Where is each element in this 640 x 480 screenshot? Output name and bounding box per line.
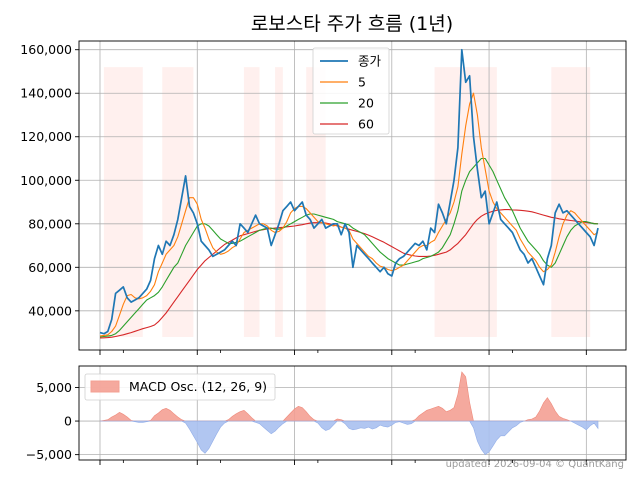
macd-ytick-label-2: 5,000 xyxy=(36,380,72,395)
price-ytick-label-5: 140,000 xyxy=(20,86,72,101)
price-panel-frame xyxy=(78,40,627,351)
price-ytick-label-6: 160,000 xyxy=(20,42,72,57)
price-axis: 40,000 60,000 80,000 100,000 120,000 140,000 1… xyxy=(20,42,587,355)
legend-label-close: 종가 xyxy=(358,54,382,69)
macd-areas xyxy=(99,371,599,456)
price-ytick-label-4: 120,000 xyxy=(20,129,72,144)
macd-area-negative xyxy=(100,420,599,456)
shade-region-2 xyxy=(243,67,260,337)
legend-box xyxy=(312,47,390,135)
macd-legend-swatch xyxy=(90,380,120,393)
macd-ytick-label-1: 0 xyxy=(64,414,72,429)
price-lines xyxy=(99,48,599,339)
macd-axis: −5,000 0 5,000 xyxy=(26,380,587,465)
legend-label-ma60: 60 xyxy=(358,117,374,132)
legend-label-ma20: 20 xyxy=(358,96,374,111)
price-ytick-label-1: 60,000 xyxy=(28,260,72,275)
price-ytick-label-0: 40,000 xyxy=(28,303,72,318)
price-ytick-label-3: 100,000 xyxy=(20,173,72,188)
macd-legend-box xyxy=(84,373,276,401)
macd-legend: MACD Osc. (12, 26, 9) xyxy=(84,373,276,401)
series-line-ma20 xyxy=(99,157,598,338)
shade-region-4 xyxy=(306,67,326,337)
series-line-ma60 xyxy=(99,209,599,339)
footer-credit: updated: 2026-09-04 © QuantKang xyxy=(446,459,624,470)
shade-region-6 xyxy=(551,67,591,337)
price-legend: 종가 5 20 60 xyxy=(312,47,390,135)
chart-title: 로보스타 주가 흐름 (1년) xyxy=(251,13,453,35)
shade-region-5 xyxy=(434,67,497,337)
shade-region-0 xyxy=(103,67,143,337)
series-line-close xyxy=(99,48,599,335)
shaded-regions xyxy=(103,67,591,337)
macd-panel: −5,000 0 5,000 MACD Osc. (12, 26, 9) xyxy=(26,365,627,465)
shade-region-3 xyxy=(275,67,283,337)
legend-label-ma5: 5 xyxy=(358,75,366,90)
price-ytick-label-2: 80,000 xyxy=(28,216,72,231)
series-line-ma5 xyxy=(99,92,599,337)
macd-legend-label: MACD Osc. (12, 26, 9) xyxy=(129,379,267,394)
macd-panel-frame xyxy=(78,365,627,461)
macd-ytick-label-0: −5,000 xyxy=(26,447,72,462)
price-panel: 40,000 60,000 80,000 100,000 120,000 140,000 1… xyxy=(20,40,627,355)
